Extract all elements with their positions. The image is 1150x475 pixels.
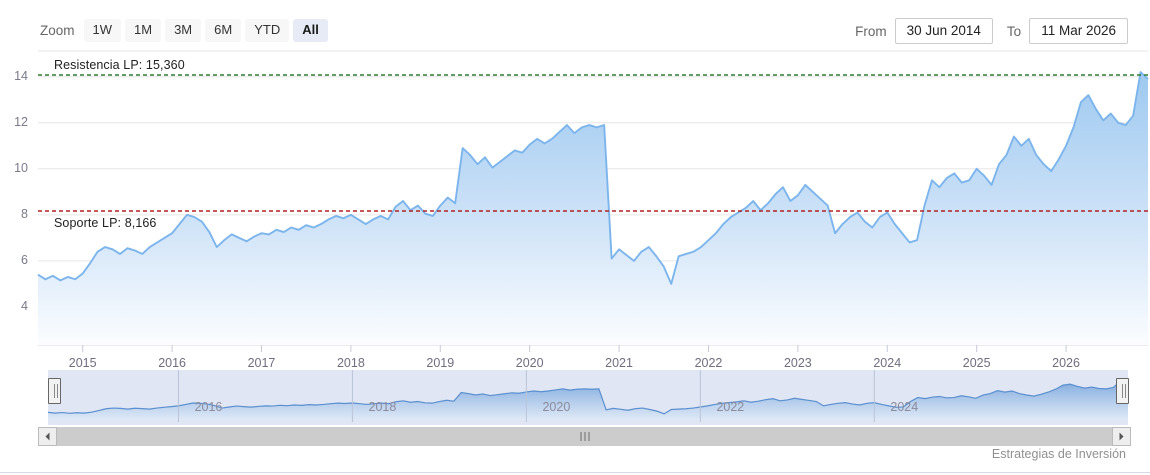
zoom-button-6m[interactable]: 6M	[205, 19, 242, 42]
chevron-right-icon	[1119, 432, 1124, 441]
chart-toolbar: Zoom 1W 1M 3M 6M YTD All From 30 Jun 201…	[0, 0, 1150, 48]
zoom-button-all[interactable]: All	[293, 19, 328, 42]
to-date-input[interactable]: 11 Mar 2026	[1029, 18, 1128, 44]
zoom-label: Zoom	[40, 23, 75, 38]
resistance-line-label: Resistencia LP: 15,360	[54, 58, 185, 72]
navigator-series	[47, 379, 1129, 420]
y-axis-tick-label: 14	[14, 68, 28, 83]
series-area-fill	[38, 72, 1148, 346]
navigator-mini-chart[interactable]	[0, 370, 1150, 430]
navigator-line	[47, 379, 1129, 415]
zoom-range-selector: Zoom 1W 1M 3M 6M YTD All	[40, 19, 332, 42]
x-axis-tick-label: 2019	[426, 356, 455, 370]
chart-plotlines	[38, 50, 1148, 212]
zoom-button-3m[interactable]: 3M	[165, 19, 202, 42]
main-chart-area[interactable]: Resistencia LP: 15,360 Soporte LP: 8,166…	[0, 48, 1150, 370]
navigator-tickmarks	[177, 370, 875, 422]
chart-credit-label: Estrategias de Inversión	[991, 447, 1126, 461]
x-axis-tick-label: 2024	[873, 356, 902, 370]
x-axis-tick-label: 2026	[1052, 356, 1080, 370]
to-label: To	[1006, 23, 1022, 39]
x-axis-tick-label: 2016	[158, 356, 186, 370]
scrollbar-track[interactable]	[57, 427, 1112, 446]
x-axis-tick-label: 2021	[605, 356, 633, 370]
from-label: From	[855, 23, 887, 39]
x-axis-tick-label: 2020	[515, 356, 544, 370]
scrollbar-grip-icon[interactable]	[580, 432, 589, 441]
scrollbar-left-arrow-button[interactable]	[38, 427, 57, 446]
x-axis-tick-label: 2018	[336, 356, 365, 370]
x-axis-tick-label: 2015	[68, 356, 97, 370]
zoom-button-1m[interactable]: 1M	[125, 19, 162, 42]
chart-x-tickmarks	[82, 345, 1067, 352]
chart-series	[37, 71, 1149, 346]
series-line[interactable]	[37, 71, 1149, 285]
date-range-selector: From 30 Jun 2014 To 11 Mar 2026	[855, 18, 1128, 44]
navigator-left-handle[interactable]	[48, 378, 61, 404]
support-line-label: Soporte LP: 8,166	[54, 216, 157, 230]
bottom-divider	[0, 472, 1150, 473]
x-axis-tick-label: 2022	[694, 356, 723, 370]
x-axis-tick-label: 2017	[247, 356, 276, 370]
x-axis-tick-label: 2025	[962, 356, 991, 370]
navigator-area-fill	[48, 380, 1128, 420]
from-date-input[interactable]: 30 Jun 2014	[894, 18, 993, 44]
y-axis-tick-label: 10	[14, 160, 28, 175]
y-axis-tick-label: 12	[14, 114, 28, 129]
zoom-button-ytd[interactable]: YTD	[245, 19, 290, 42]
x-axis-tick-label: 2023	[783, 356, 812, 370]
chevron-left-icon	[45, 432, 50, 441]
y-axis-tick-label: 8	[21, 206, 28, 221]
scrollbar-right-arrow-button[interactable]	[1112, 427, 1131, 446]
navigator-right-handle[interactable]	[1116, 378, 1129, 404]
price-area-chart[interactable]	[0, 48, 1150, 353]
y-axis-tick-label: 6	[21, 252, 28, 267]
chart-scrollbar[interactable]	[0, 427, 1150, 446]
zoom-button-1w[interactable]: 1W	[83, 19, 122, 42]
y-axis-tick-label: 4	[21, 298, 28, 313]
chart-navigator[interactable]: 2016201820202022202420…	[0, 370, 1150, 430]
